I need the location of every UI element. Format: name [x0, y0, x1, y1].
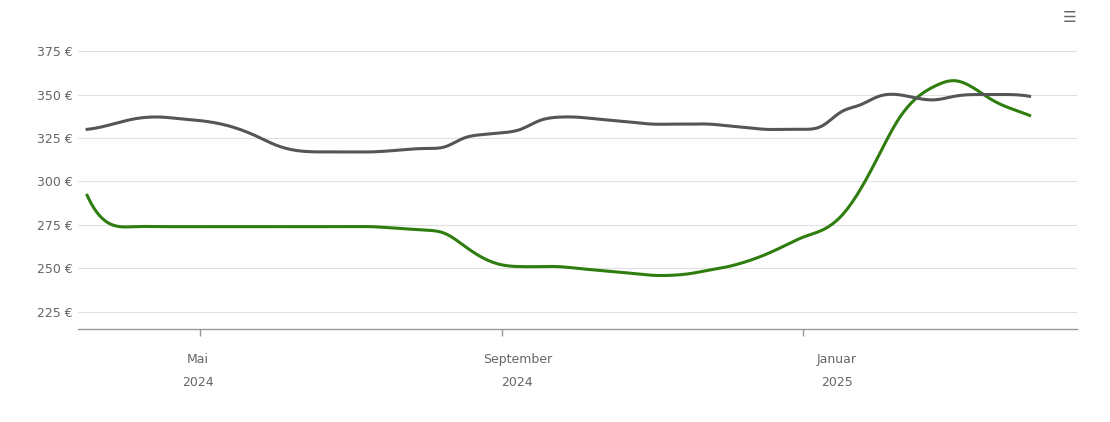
Text: Mai: Mai — [186, 353, 209, 366]
Text: ☰: ☰ — [1063, 10, 1077, 25]
Text: 2024: 2024 — [182, 376, 213, 390]
Text: September: September — [483, 353, 552, 366]
Text: Januar: Januar — [817, 353, 857, 366]
Text: 2024: 2024 — [502, 376, 533, 390]
Text: 2025: 2025 — [821, 376, 852, 390]
